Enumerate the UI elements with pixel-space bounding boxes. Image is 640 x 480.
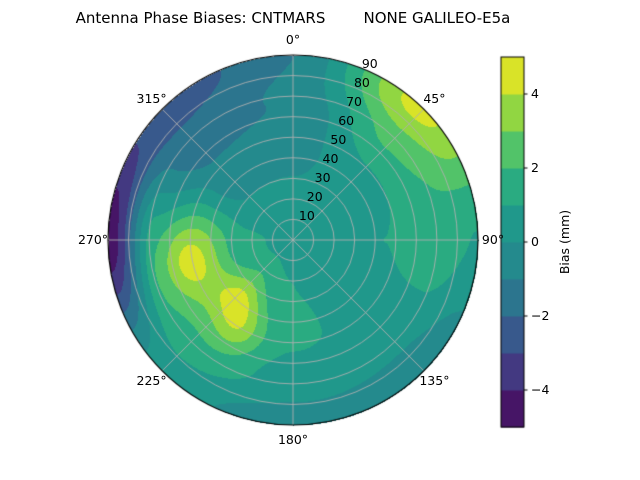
r-tick-label: 40 [322, 150, 339, 166]
theta-tick-label: 180° [277, 431, 309, 447]
theta-tick-label: 45° [423, 90, 446, 106]
theta-tick-label: 135° [419, 373, 450, 389]
r-tick-label: 70 [346, 93, 363, 109]
theta-tick-label: 90° [481, 231, 505, 247]
colorbar-tick-label: −4 [531, 381, 550, 397]
r-tick-label: 60 [338, 112, 355, 128]
theta-tick-label: 0° [285, 31, 301, 47]
r-tick-label: 30 [314, 169, 331, 185]
colorbar-axis-label: Bias (mm) [556, 209, 572, 275]
colorbar-tick-label: 4 [531, 85, 539, 101]
r-tick-label: 90 [361, 55, 378, 71]
chart-title: Antenna Phase Biases: CNTMARS NONE GALIL… [75, 9, 511, 27]
theta-tick-label: 270° [77, 231, 109, 247]
r-tick-label: 20 [306, 188, 323, 204]
theta-tick-label: 315° [136, 90, 167, 106]
colorbar-tick-label: 2 [531, 159, 539, 175]
colorbar-tick-label: 0 [531, 233, 539, 249]
r-tick-label: 50 [330, 131, 347, 147]
colorbar-tick-label: −2 [531, 307, 550, 323]
r-tick-label: 80 [353, 74, 370, 90]
theta-tick-label: 225° [136, 373, 167, 389]
r-tick-label: 10 [298, 207, 315, 223]
